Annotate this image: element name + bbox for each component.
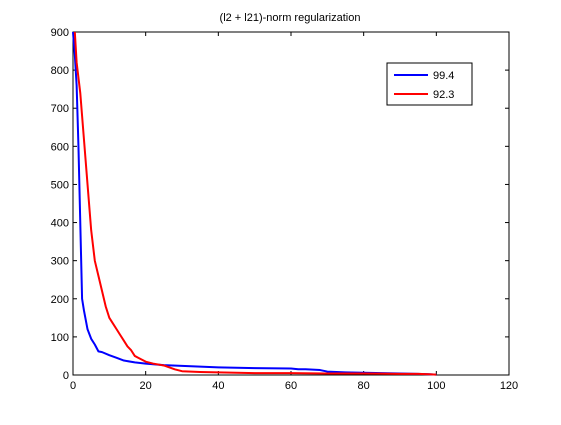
y-tick-label: 700 xyxy=(51,103,69,115)
y-tick-label: 600 xyxy=(51,141,69,153)
legend-box xyxy=(386,62,473,106)
x-tick-label: 20 xyxy=(140,380,152,392)
y-tick-label: 300 xyxy=(51,256,69,268)
series-lines xyxy=(72,31,437,376)
x-tick-label: 40 xyxy=(212,380,224,392)
x-tick-label: 0 xyxy=(70,380,76,392)
x-tick-label: 120 xyxy=(500,380,518,392)
x-tick-label: 100 xyxy=(427,380,445,392)
axis-ticks: 0 20 40 60 80 100 120 0 100 200 300 400 500 600 700 800… xyxy=(51,27,519,392)
legend: 99.4 92.3 xyxy=(386,62,473,106)
legend-label-series-1: 99.4 xyxy=(433,70,454,82)
y-tick-label: 400 xyxy=(51,218,69,230)
y-tick-label: 900 xyxy=(51,27,69,39)
y-tick-label: 200 xyxy=(51,294,69,306)
chart-title: (l2 + l21)-norm regularization xyxy=(220,12,361,24)
y-tick-label: 0 xyxy=(63,370,69,382)
x-tick-label: 60 xyxy=(285,380,297,392)
legend-label-series-2: 92.3 xyxy=(433,89,454,101)
y-tick-label: 100 xyxy=(51,332,69,344)
y-tick-label: 800 xyxy=(51,65,69,77)
series-line-2 xyxy=(73,31,437,376)
x-tick-label: 80 xyxy=(358,380,370,392)
y-tick-label: 500 xyxy=(51,179,69,191)
